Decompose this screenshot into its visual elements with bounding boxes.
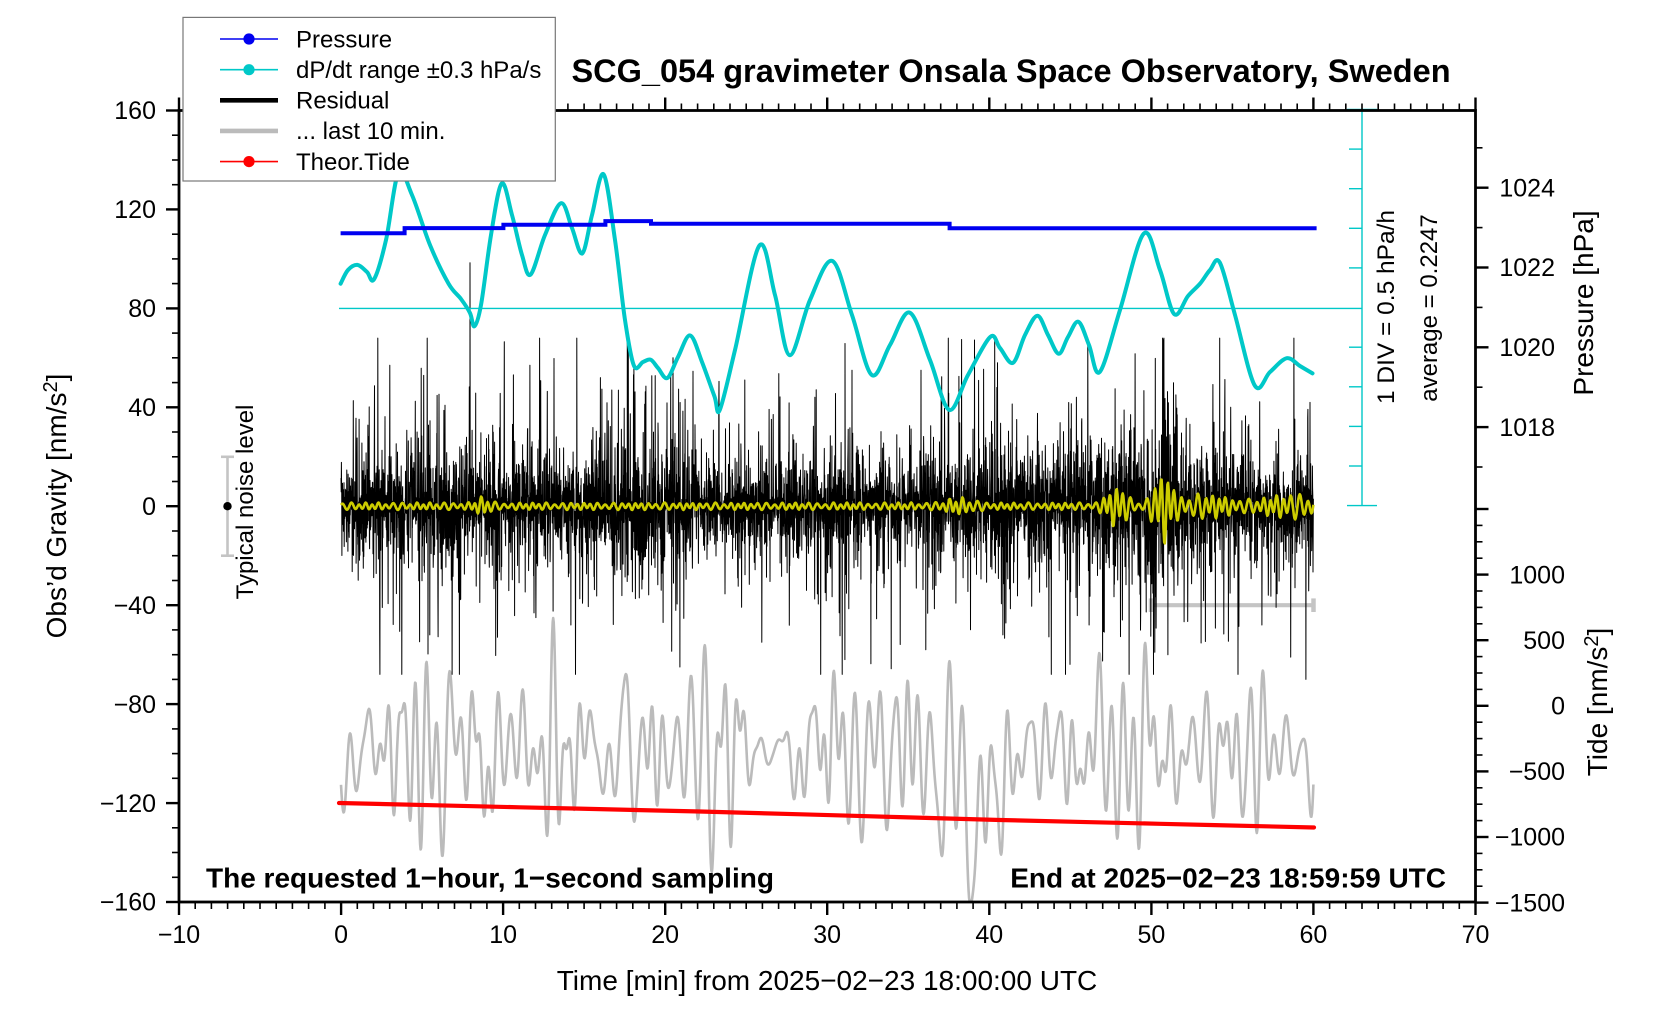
svg-text:30: 30 <box>813 921 841 949</box>
svg-text:−1500: −1500 <box>1495 889 1565 917</box>
svg-text:−120: −120 <box>100 790 156 818</box>
svg-text:Theor.Tide: Theor.Tide <box>296 149 410 176</box>
svg-text:−1000: −1000 <box>1495 824 1565 852</box>
svg-text:Pressure [hPa]: Pressure [hPa] <box>1568 210 1599 395</box>
svg-text:1 DIV = 0.5 hPa/h: 1 DIV = 0.5 hPa/h <box>1373 210 1400 404</box>
svg-text:0: 0 <box>142 493 156 521</box>
svg-text:500: 500 <box>1523 627 1565 655</box>
svg-text:1020: 1020 <box>1499 334 1555 362</box>
svg-text:1018: 1018 <box>1499 414 1555 442</box>
svg-text:10: 10 <box>489 921 517 949</box>
svg-text:The requested 1−hour, 1−second: The requested 1−hour, 1−second sampling <box>206 863 774 894</box>
svg-text:80: 80 <box>128 295 156 323</box>
svg-text:Residual: Residual <box>296 88 389 115</box>
svg-text:1024: 1024 <box>1499 174 1555 202</box>
svg-text:Tide [nm/s2]: Tide [nm/s2] <box>1581 628 1613 777</box>
svg-text:Time [min] from 2025−02−23 18:: Time [min] from 2025−02−23 18:00:00 UTC <box>557 965 1098 996</box>
svg-text:70: 70 <box>1462 921 1490 949</box>
svg-text:1022: 1022 <box>1499 254 1555 282</box>
svg-text:average = 0.2247: average = 0.2247 <box>1416 214 1443 402</box>
svg-text:dP/dt range ±0.3 hPa/s: dP/dt range ±0.3 hPa/s <box>296 57 541 84</box>
svg-text:0: 0 <box>334 921 348 949</box>
svg-text:SCG_054 gravimeter Onsala Spac: SCG_054 gravimeter Onsala Space Observat… <box>571 53 1450 89</box>
svg-text:120: 120 <box>114 196 156 224</box>
svg-text:−500: −500 <box>1509 758 1565 786</box>
svg-text:−80: −80 <box>114 691 156 719</box>
svg-text:−10: −10 <box>158 921 200 949</box>
svg-text:20: 20 <box>651 921 679 949</box>
svg-text:Obs’d Gravity [nm/s2]: Obs’d Gravity [nm/s2] <box>40 374 72 639</box>
svg-text:0: 0 <box>1551 693 1565 721</box>
svg-text:40: 40 <box>128 394 156 422</box>
svg-text:60: 60 <box>1299 921 1327 949</box>
svg-text:1000: 1000 <box>1509 561 1565 589</box>
svg-text:−160: −160 <box>100 889 156 917</box>
svg-text:−40: −40 <box>114 592 156 620</box>
svg-text:160: 160 <box>114 97 156 125</box>
svg-text:50: 50 <box>1137 921 1165 949</box>
svg-text:End at 2025−02−23 18:59:59 UTC: End at 2025−02−23 18:59:59 UTC <box>1010 863 1446 894</box>
svg-text:... last 10 min.: ... last 10 min. <box>296 118 445 145</box>
svg-text:40: 40 <box>975 921 1003 949</box>
svg-text:Pressure: Pressure <box>296 26 392 53</box>
svg-text:Typical noise level: Typical noise level <box>232 405 259 600</box>
